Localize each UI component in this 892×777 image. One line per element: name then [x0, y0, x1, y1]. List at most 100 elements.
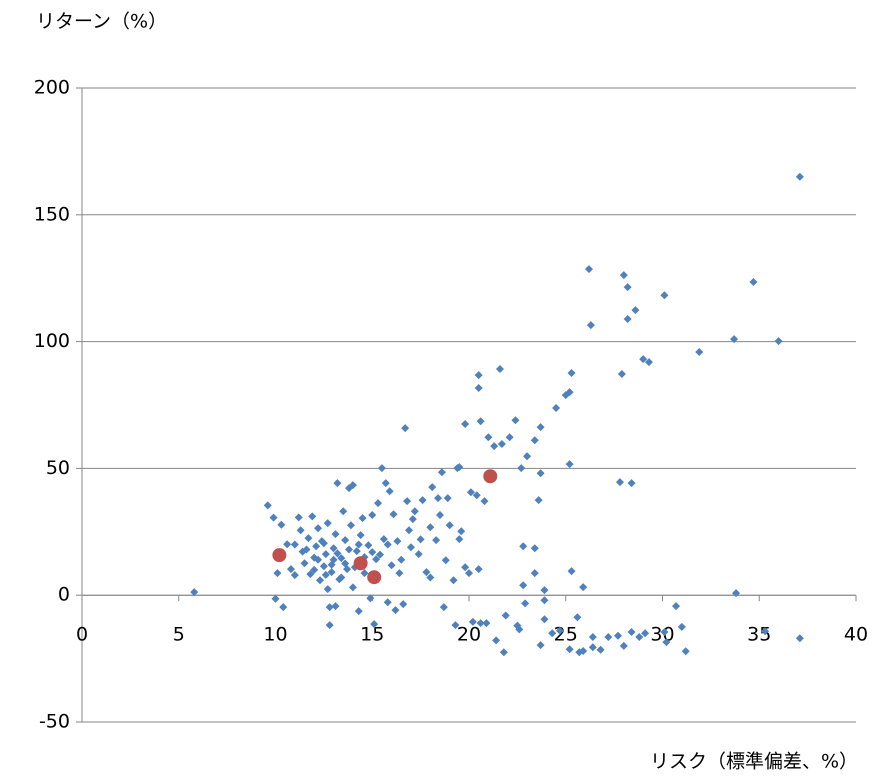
data-point: [296, 526, 305, 535]
y-tick-label: 100: [34, 330, 70, 352]
data-point: [397, 555, 406, 564]
data-point: [619, 641, 628, 650]
data-point: [348, 481, 357, 490]
data-point: [325, 603, 334, 612]
data-point: [548, 629, 557, 638]
data-point: [391, 606, 400, 615]
data-point: [497, 440, 506, 449]
data-point: [300, 559, 309, 568]
data-point: [358, 514, 367, 523]
data-point: [615, 478, 624, 487]
x-tick-label: 5: [173, 624, 185, 646]
data-point: [304, 534, 313, 543]
y-tick-label: -50: [39, 711, 70, 733]
data-point: [405, 526, 414, 535]
x-tick-label: 0: [76, 624, 88, 646]
data-point: [269, 513, 278, 522]
data-point: [795, 634, 804, 643]
data-point: [325, 621, 334, 630]
data-point: [441, 556, 450, 565]
data-point: [484, 433, 493, 442]
data-point: [453, 464, 462, 473]
data-point: [461, 563, 470, 572]
data-point: [523, 452, 532, 461]
data-point: [449, 576, 458, 585]
data-point: [354, 540, 363, 549]
data-point: [540, 615, 549, 624]
data-point: [383, 540, 392, 549]
data-point: [368, 511, 377, 520]
data-point: [403, 497, 412, 506]
data-point: [617, 370, 626, 379]
x-tick-label: 15: [360, 624, 384, 646]
data-point: [352, 547, 361, 556]
data-point: [644, 358, 653, 367]
x-tick-label: 10: [263, 624, 287, 646]
x-tick-label: 20: [457, 624, 481, 646]
data-point: [623, 283, 632, 292]
data-point: [596, 645, 605, 654]
data-point: [432, 536, 441, 545]
data-point: [495, 364, 504, 373]
data-point: [561, 391, 570, 400]
x-tick-label: 40: [844, 624, 868, 646]
y-tick-label: 50: [46, 457, 70, 479]
data-point: [372, 555, 381, 564]
data-point: [619, 271, 628, 280]
data-point: [660, 627, 669, 636]
data-point: [306, 570, 315, 579]
data-point: [588, 643, 597, 652]
data-point: [348, 583, 357, 592]
data-point: [540, 596, 549, 605]
data-point: [314, 524, 323, 533]
data-point: [379, 535, 388, 544]
data-point: [333, 549, 342, 558]
data-point: [428, 483, 437, 492]
data-point: [530, 569, 539, 578]
data-point: [517, 464, 526, 473]
data-point: [474, 384, 483, 393]
data-point: [604, 633, 613, 642]
data-point: [375, 550, 384, 559]
data-point: [410, 507, 419, 516]
data-point: [387, 561, 396, 570]
data-point: [356, 531, 365, 540]
data-point: [482, 619, 491, 628]
x-tick-label: 25: [554, 624, 578, 646]
data-point: [483, 469, 498, 484]
data-point: [310, 565, 319, 574]
data-point: [732, 589, 741, 598]
data-point: [277, 520, 286, 529]
data-point: [639, 355, 648, 364]
data-point: [383, 598, 392, 607]
data-point: [536, 469, 545, 478]
data-point: [346, 521, 355, 530]
data-point: [283, 540, 292, 549]
data-point: [329, 544, 338, 553]
data-point: [468, 617, 477, 626]
data-point: [271, 594, 280, 603]
data-point: [333, 479, 342, 488]
y-axis-title: リターン（%）: [36, 11, 167, 33]
data-point: [374, 499, 383, 508]
data-point: [635, 633, 644, 642]
data-point: [367, 570, 382, 585]
x-axis-title: リスク（標準偏差、%）: [650, 751, 858, 773]
data-point: [435, 511, 444, 520]
data-point: [555, 626, 564, 635]
data-point: [319, 562, 328, 571]
data-point: [627, 627, 636, 636]
data-point: [519, 542, 528, 551]
data-point: [672, 602, 681, 611]
data-point: [662, 638, 671, 647]
data-point: [476, 417, 485, 426]
data-point: [795, 172, 804, 181]
data-point: [360, 569, 369, 578]
data-point: [660, 291, 669, 300]
data-point: [364, 541, 373, 550]
data-point: [331, 602, 340, 611]
data-point: [586, 321, 595, 330]
data-point: [567, 369, 576, 378]
